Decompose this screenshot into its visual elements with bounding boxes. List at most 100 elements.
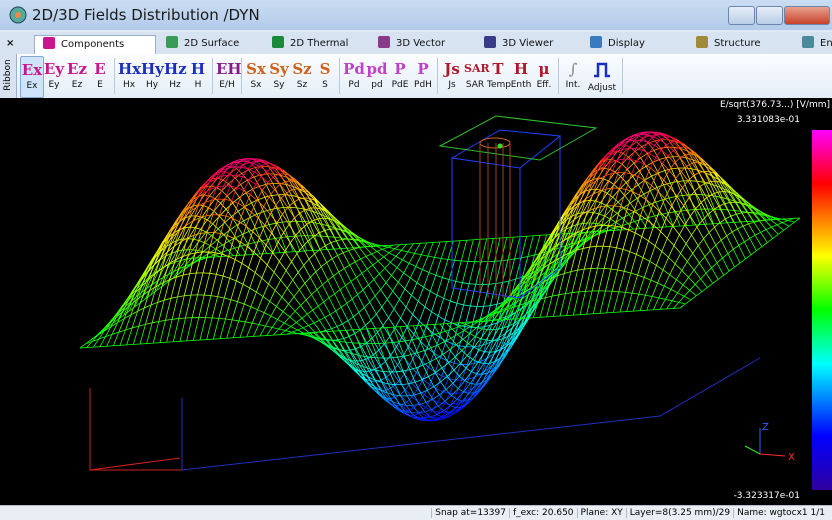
tab-icon bbox=[802, 36, 814, 48]
tool-icon: S bbox=[314, 56, 336, 80]
app-icon bbox=[8, 5, 28, 25]
tab[interactable]: 3D Viewer bbox=[476, 35, 584, 53]
close-window-button[interactable] bbox=[784, 6, 830, 25]
separator bbox=[558, 58, 559, 94]
title-bar: 2D/3D Fields Distribution /DYN bbox=[0, 0, 832, 30]
x-axis-label: X bbox=[788, 452, 795, 463]
tab-label: 3D Vector bbox=[396, 38, 445, 49]
tool-label: Eff. bbox=[533, 80, 555, 90]
mesh-line bbox=[493, 329, 498, 330]
tool-label: Ey bbox=[43, 80, 65, 90]
ribbon-close[interactable]: × bbox=[6, 35, 14, 53]
color-scale bbox=[812, 130, 832, 490]
tool-button[interactable]: ∫Int. bbox=[562, 56, 584, 96]
tool-label: Adjust bbox=[585, 83, 619, 93]
separator bbox=[339, 58, 340, 94]
separator bbox=[212, 58, 213, 94]
mesh-line bbox=[723, 192, 728, 193]
mesh-line bbox=[342, 239, 347, 240]
tab[interactable]: Display bbox=[582, 35, 690, 53]
mesh-line bbox=[352, 361, 357, 362]
tab[interactable]: 2D Thermal bbox=[264, 35, 372, 53]
tool-label: S bbox=[314, 80, 336, 90]
tool-label: E/H bbox=[216, 80, 238, 90]
tool-label: Ez bbox=[66, 80, 88, 90]
tool-icon: Sy bbox=[268, 56, 290, 80]
tool-label: PdE bbox=[389, 80, 411, 90]
tool-icon: Js bbox=[441, 56, 463, 80]
tab[interactable]: Components bbox=[34, 35, 156, 54]
status-field: Plane: XY bbox=[577, 508, 626, 518]
tool-icon: Ey bbox=[43, 56, 65, 80]
tool-label: Sy bbox=[268, 80, 290, 90]
tool-icon: H bbox=[510, 56, 532, 80]
tool-label: PdH bbox=[412, 80, 434, 90]
tool-icon: pd bbox=[366, 56, 388, 80]
status-field: Snap at=13397 bbox=[431, 508, 509, 518]
tool-button[interactable]: Adjust bbox=[585, 56, 619, 96]
mesh-line bbox=[579, 291, 586, 292]
mesh-line bbox=[179, 318, 186, 319]
separator bbox=[114, 58, 115, 94]
tool-icon: P bbox=[412, 56, 434, 80]
tool-label: Sz bbox=[291, 80, 313, 90]
mesh-line bbox=[385, 343, 392, 344]
tool-icon: Sx bbox=[245, 56, 267, 80]
mesh-line bbox=[679, 147, 684, 148]
tab[interactable]: Structure bbox=[688, 35, 796, 53]
mesh-line bbox=[688, 210, 695, 211]
maximize-button[interactable] bbox=[756, 6, 783, 25]
tool-label: Hy bbox=[141, 80, 163, 90]
tab-label: 2D Thermal bbox=[290, 38, 348, 49]
tool-label: SAR bbox=[464, 80, 486, 90]
tab-icon bbox=[378, 36, 390, 48]
tool-icon: SAR bbox=[464, 56, 486, 80]
tool-label: Temp bbox=[487, 80, 509, 90]
ribbon-side: Ribbon bbox=[0, 54, 17, 98]
tool-label: Sx bbox=[245, 80, 267, 90]
tab[interactable]: Envelope bbox=[794, 35, 832, 53]
tool-label: pd bbox=[366, 80, 388, 90]
mesh-line bbox=[485, 352, 490, 353]
tab-label: 3D Viewer bbox=[502, 38, 553, 49]
tool-label: Js bbox=[441, 80, 463, 90]
tool-icon: Ex bbox=[21, 57, 43, 81]
separator bbox=[622, 58, 623, 94]
minimize-button[interactable] bbox=[728, 6, 755, 25]
mesh-line bbox=[742, 212, 747, 213]
tool-label: Hz bbox=[164, 80, 186, 90]
status-field: Name: wgtocx1 1/1 bbox=[733, 508, 828, 518]
tool-icon: Hx bbox=[118, 56, 140, 80]
tab[interactable]: 2D Surface bbox=[158, 35, 266, 53]
window-title: 2D/3D Fields Distribution /DYN bbox=[32, 6, 260, 24]
tab[interactable]: 3D Vector bbox=[370, 35, 478, 53]
tool-label: E bbox=[89, 80, 111, 90]
status-field: f_exc: 20.650 bbox=[509, 508, 577, 518]
